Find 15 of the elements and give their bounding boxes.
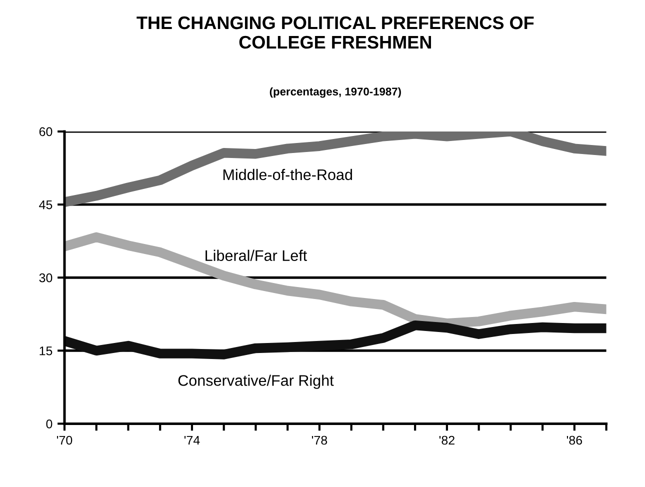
y-tick-label: 0 xyxy=(46,419,52,428)
x-tick-label: '86 xyxy=(566,436,582,445)
series-label: Middle-of-the-Road xyxy=(223,168,352,180)
chart-subtitle: (percentages, 1970-1987) xyxy=(270,87,401,98)
y-tick-label: 60 xyxy=(39,127,52,136)
x-tick-label: '74 xyxy=(184,436,200,445)
y-tick-label: 45 xyxy=(39,200,52,210)
x-tick-label: '70 xyxy=(56,436,72,445)
x-tick-label: '78 xyxy=(312,436,328,445)
series-label: Conservative/Far Right xyxy=(178,374,334,389)
y-tick-label: 15 xyxy=(40,346,52,356)
y-tick-label: 30 xyxy=(39,273,52,282)
series-label: Liberal/Far Left xyxy=(206,250,307,262)
x-tick-label: '82 xyxy=(439,436,454,445)
chart-title: THE CHANGING POLITICAL PREFERENCS OF COLLEGE FRESHMEN xyxy=(136,16,534,49)
